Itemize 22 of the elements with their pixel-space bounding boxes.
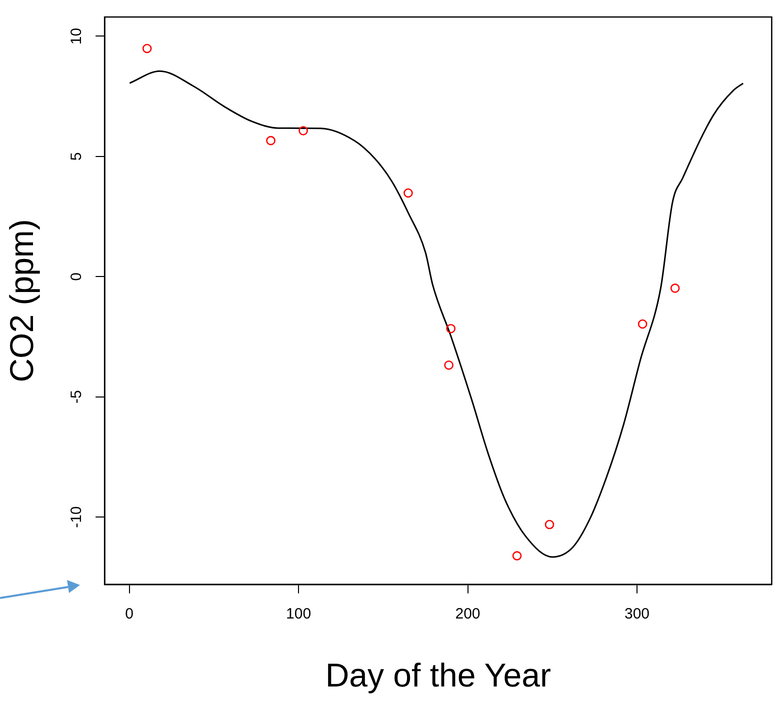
line-series	[128, 70, 744, 558]
x-tick-label: 100	[286, 606, 312, 623]
x-tick-label: 0	[125, 606, 134, 623]
point	[404, 188, 413, 198]
point	[266, 136, 276, 146]
point	[298, 126, 308, 136]
x-tick-label: 200	[455, 606, 480, 623]
x-axis-title: Day of the Year	[325, 656, 551, 694]
point	[544, 520, 554, 530]
point	[638, 319, 648, 329]
point	[670, 284, 680, 293]
y-tick-label: 0	[68, 272, 85, 281]
y-tick-label: -5	[68, 390, 85, 404]
x-tick-label: 300	[624, 606, 650, 623]
y-tick-label: 10	[68, 28, 85, 45]
y-axis-title: CO2 (ppm)	[2, 219, 40, 382]
point	[444, 360, 454, 370]
y-tick-label: 5	[68, 152, 85, 161]
y-tick-label: -10	[68, 506, 85, 528]
point	[446, 324, 456, 334]
point	[142, 44, 152, 54]
point	[512, 551, 522, 560]
